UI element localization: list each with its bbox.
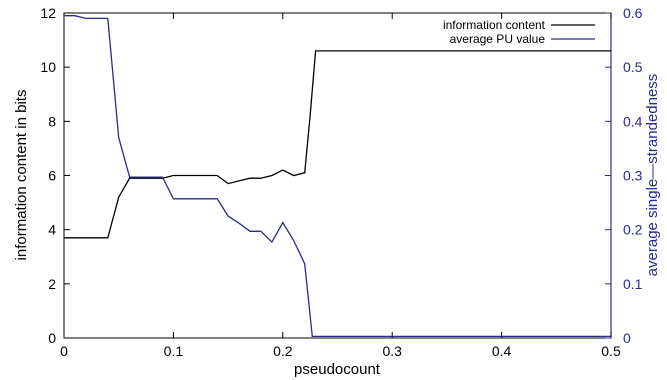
x-tick-label: 0 (60, 343, 68, 359)
legend-label-information-content: information content (443, 18, 546, 32)
y-tick-label: 8 (48, 113, 56, 129)
y2-tick-label: 0 (623, 330, 631, 346)
x-tick-label: 0.1 (164, 343, 184, 359)
series-line-information-content (64, 50, 611, 239)
x-tick-label: 0.5 (601, 343, 621, 359)
y2-tick-label: 0.5 (623, 59, 643, 75)
y-tick-label: 4 (48, 222, 56, 238)
right-y-axis-title: average single—strandedness (644, 74, 661, 277)
y-tick-label: 10 (40, 59, 56, 75)
y-tick-label: 12 (40, 5, 56, 21)
x-tick-label: 0.2 (273, 343, 293, 359)
left-y-axis-ticks: 0 2 4 6 8 10 12 (40, 5, 70, 346)
x-axis-ticks: 0 0.1 0.2 0.3 0.4 0.5 (60, 13, 621, 359)
plot-area: 0 0.1 0.2 0.3 0.4 0.5 0 2 4 6 8 10 12 0 0.1 0.2 0.3 0.4… (40, 5, 642, 359)
y-tick-label: 0 (48, 330, 56, 346)
y2-tick-label: 0.3 (623, 168, 643, 184)
legend-label-average-pu-value: average PU value (450, 32, 546, 46)
series-line-average-pu-value (64, 15, 611, 338)
y2-tick-label: 0.6 (623, 5, 643, 21)
y-tick-label: 2 (48, 276, 56, 292)
plot-frame (63, 12, 612, 339)
left-y-axis-title: information content in bits (13, 90, 30, 261)
y-tick-label: 6 (48, 168, 56, 184)
legend: information content average PU value (443, 18, 595, 46)
y2-tick-label: 0.4 (623, 113, 643, 129)
y2-tick-label: 0.2 (623, 222, 643, 238)
x-tick-label: 0.3 (382, 343, 402, 359)
right-y-axis-ticks: 0 0.1 0.2 0.3 0.4 0.5 0.6 (605, 5, 643, 346)
x-tick-label: 0.4 (492, 343, 512, 359)
x-axis-title: pseudocount (294, 361, 381, 378)
series-lines (64, 15, 611, 338)
y2-tick-label: 0.1 (623, 276, 643, 292)
